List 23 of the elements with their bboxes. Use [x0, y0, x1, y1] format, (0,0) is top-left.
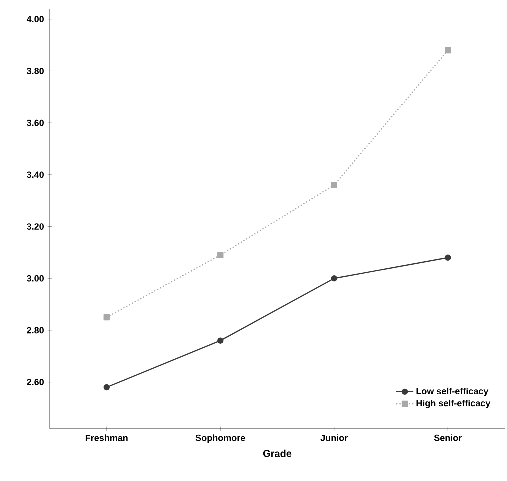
point: [445, 254, 452, 261]
point: [445, 47, 452, 54]
y-tick-label: 3.00: [27, 275, 44, 282]
point: [331, 276, 338, 282]
legend-label: Low self-efficacy: [416, 388, 489, 396]
y-tick-label: 2.80: [27, 327, 44, 334]
point: [104, 314, 110, 321]
y-tick-label: 3.40: [27, 172, 44, 178]
x-tick-label: Freshman: [86, 434, 128, 442]
point: [331, 182, 338, 188]
x-tick-label: Sophomore: [196, 434, 246, 444]
x-axis-title: Grade: [263, 450, 292, 458]
y-tick-label: 2.60: [27, 379, 44, 386]
y-tick-label: 3.20: [27, 224, 44, 230]
y-tick-label: 3.80: [27, 68, 44, 74]
legend-label: High self-efficacy: [416, 400, 491, 408]
y-tick-label: 4.00: [26, 16, 44, 23]
x-tick-label: Junior: [320, 434, 348, 442]
point: [218, 252, 224, 258]
y-tick-label: 3.60: [27, 120, 44, 126]
x-tick-label: Senior: [434, 434, 462, 442]
point: [218, 338, 224, 344]
point: [104, 384, 110, 391]
